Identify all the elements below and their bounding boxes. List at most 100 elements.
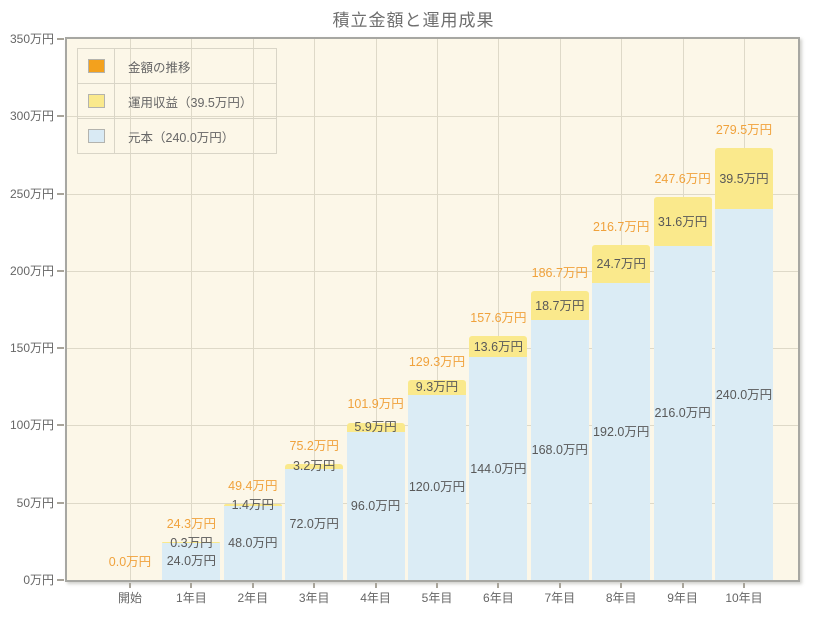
- bar-yield-label: 0.3万円: [170, 535, 213, 550]
- chart-title: 積立金額と運用成果: [332, 11, 495, 30]
- y-tick-mark: [57, 501, 64, 504]
- bar-segment-yield: [592, 245, 651, 284]
- v-gridline: [252, 39, 254, 580]
- bar-yield-label: 5.9万円: [354, 420, 397, 435]
- x-tick-label: 7年目: [544, 591, 576, 605]
- total-swatch-icon: [87, 59, 105, 73]
- bar-total-label: 49.4万円: [228, 478, 278, 493]
- bar-segment-principal: [530, 320, 589, 580]
- x-tick-label: 開始: [117, 591, 142, 605]
- legend-item-principal: 元本（240.0万円）: [78, 118, 276, 153]
- x-tick-mark: [743, 583, 745, 588]
- y-tick-mark: [57, 115, 64, 118]
- bar-total-label: 24.3万円: [166, 517, 217, 532]
- bar-segment-principal: [346, 431, 405, 580]
- legend-swatch-cell: [78, 49, 115, 83]
- bar-segment-principal: [653, 246, 712, 580]
- x-tick-mark: [129, 583, 131, 588]
- y-tick-label: 300万円: [9, 109, 54, 124]
- y-tick-label: 150万円: [9, 341, 54, 356]
- y-tick-label: 100万円: [9, 418, 54, 433]
- h-gridline: [67, 193, 798, 195]
- principal-swatch-icon: [87, 129, 105, 143]
- bar-yield-label: 13.6万円: [473, 339, 524, 354]
- x-tick-label: 5年目: [421, 591, 453, 605]
- bar-yield-label: 39.5万円: [719, 171, 769, 186]
- x-tick-label: 1年目: [176, 591, 207, 605]
- bar-yield-label: 9.3万円: [415, 380, 459, 395]
- bar-yield-label: 18.7万円: [535, 298, 585, 313]
- v-gridline: [375, 39, 377, 580]
- x-tick-mark: [251, 583, 254, 588]
- bar-total-label: 216.7万円: [593, 220, 650, 235]
- plot-area: 0.0万円 24.3万円 0.3万円 24.0万円 49.4万円 1.4万円 48.0万円 7…: [65, 37, 800, 582]
- bar-total-label: 157.6万円: [470, 311, 527, 326]
- y-tick-mark: [57, 579, 64, 581]
- y-tick-mark: [57, 38, 64, 40]
- legend-item-label: 元本（240.0万円）: [128, 130, 235, 145]
- y-tick-label: 50万円: [16, 495, 54, 510]
- bar-segment-principal: [223, 505, 282, 580]
- bar-principal-label: 24.0万円: [166, 554, 217, 569]
- y-tick-label: 250万円: [9, 186, 54, 201]
- bar-segment-yield: [715, 147, 773, 210]
- y-tick-mark: [57, 347, 64, 350]
- bar-segment-principal: [162, 542, 221, 580]
- bar-principal-label: 48.0万円: [228, 535, 278, 550]
- legend-item-label: 運用収益（39.5万円）: [128, 95, 253, 110]
- bar-yield-label: 3.2万円: [292, 459, 336, 474]
- v-gridline: [498, 39, 500, 580]
- bar-total-label: 247.6万円: [654, 172, 711, 187]
- y-tick-mark: [57, 424, 64, 427]
- bar-principal-label: 216.0万円: [654, 406, 711, 421]
- bar-segment-yield: [408, 380, 466, 395]
- x-tick-label: 3年目: [298, 591, 330, 605]
- bar-total-label: 186.7万円: [531, 266, 588, 281]
- x-tick-label: 8年目: [605, 591, 637, 605]
- bar-principal-label: 240.0万円: [715, 387, 773, 402]
- legend-item-label: 金額の推移: [128, 60, 191, 75]
- y-tick-mark: [57, 269, 64, 272]
- bar-segment-yield: [530, 291, 589, 321]
- bar-yield-label: 1.4万円: [231, 497, 274, 512]
- x-tick-mark: [620, 583, 623, 588]
- bar-segment-yield: [162, 541, 221, 543]
- bar-principal-label: 168.0万円: [531, 443, 588, 458]
- v-gridline: [191, 39, 193, 580]
- x-tick-mark: [313, 583, 316, 588]
- bar-segment-yield: [469, 336, 528, 358]
- bar-segment-principal: [408, 394, 466, 580]
- bar-total-label: 129.3万円: [408, 355, 466, 370]
- x-tick-label: 4年目: [360, 591, 391, 605]
- bar-principal-label: 144.0万円: [470, 461, 527, 476]
- bar-segment-principal: [285, 468, 344, 580]
- bar-total-label: 0.0万円: [108, 555, 152, 569]
- bar-segment-principal: [715, 209, 773, 580]
- y-tick-label: 350万円: [9, 32, 54, 46]
- bar-total-label: 75.2万円: [289, 438, 339, 453]
- bar-segment-yield: [285, 463, 344, 469]
- bar-total-label: 101.9万円: [347, 397, 404, 412]
- x-tick-label: 10年目: [725, 591, 763, 605]
- y-tick-mark: [57, 192, 64, 195]
- y-tick-label: 0万円: [23, 573, 54, 587]
- x-tick-mark: [190, 583, 193, 588]
- bar-segment-yield: [223, 503, 282, 506]
- h-gridline: [67, 270, 798, 272]
- x-tick-label: 9年目: [667, 591, 698, 605]
- bar-principal-label: 120.0万円: [408, 480, 466, 495]
- x-tick-mark: [436, 583, 438, 588]
- y-tick-label: 200万円: [9, 263, 54, 278]
- v-gridline: [130, 39, 131, 580]
- bar-segment-principal: [469, 357, 528, 580]
- bar-yield-label: 24.7万円: [596, 257, 646, 272]
- bar-principal-label: 96.0万円: [350, 498, 401, 513]
- bar-segment-yield: [653, 197, 712, 247]
- bar-total-label: 279.5万円: [715, 122, 773, 137]
- legend-swatch-cell: [78, 119, 115, 153]
- x-tick-label: 6年目: [483, 591, 514, 605]
- legend: 金額の推移運用収益（39.5万円） 元本（240.0万円）: [77, 48, 277, 154]
- bar-principal-label: 192.0万円: [593, 424, 650, 439]
- bar-principal-label: 72.0万円: [289, 517, 339, 532]
